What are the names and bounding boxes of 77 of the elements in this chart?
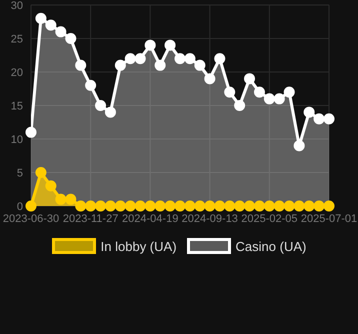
point [26, 200, 36, 212]
legend-label: In lobby (UA) [100, 238, 177, 254]
point [144, 40, 156, 51]
point [174, 53, 186, 64]
point [214, 53, 226, 64]
point [75, 200, 86, 212]
point [174, 200, 186, 212]
y-tick-label: 25 [10, 33, 23, 46]
point [194, 200, 206, 212]
point [254, 86, 265, 98]
point [304, 106, 315, 118]
point [264, 93, 275, 104]
point [184, 53, 196, 64]
point [114, 60, 126, 71]
point [314, 113, 325, 124]
point [204, 200, 216, 212]
point [104, 200, 116, 212]
point [304, 200, 315, 212]
point [134, 200, 146, 212]
x-tick-label: 2025-07-01 [300, 212, 358, 225]
point [194, 60, 206, 71]
point [184, 200, 196, 212]
point [65, 33, 76, 44]
point [214, 200, 226, 212]
point [65, 194, 76, 205]
point [134, 53, 146, 64]
point [274, 200, 285, 212]
point [26, 126, 36, 138]
point [55, 26, 66, 38]
x-tick-label: 2025-02-05 [241, 212, 298, 225]
point [144, 200, 156, 212]
point [164, 200, 176, 212]
y-tick-label: 5 [16, 167, 23, 180]
point [224, 86, 236, 98]
point [324, 200, 334, 212]
point [85, 80, 96, 91]
point [254, 200, 265, 212]
point [114, 200, 126, 212]
y-tick-label: 0 [16, 200, 23, 213]
point [35, 167, 46, 178]
point [124, 200, 136, 212]
point [284, 86, 295, 98]
point [164, 40, 176, 51]
point [45, 20, 56, 31]
point [244, 200, 256, 212]
point [95, 100, 106, 111]
point [294, 140, 305, 152]
y-tick-label: 20 [10, 66, 23, 79]
point [274, 93, 285, 104]
point [314, 200, 325, 212]
point [234, 100, 246, 111]
point [45, 180, 56, 192]
point [224, 200, 236, 212]
x-tick-label: 2024-04-19 [122, 212, 178, 225]
point [154, 60, 166, 71]
point [55, 194, 66, 205]
point [75, 60, 86, 71]
x-tick-label: 2023-06-30 [2, 212, 60, 225]
x-tick-label: 2024-09-13 [182, 212, 238, 225]
point [154, 200, 166, 212]
y-tick-label: 10 [10, 134, 23, 146]
point [85, 200, 96, 212]
point [324, 113, 334, 124]
point [284, 200, 295, 212]
point [244, 73, 256, 84]
point [95, 200, 106, 212]
point [124, 53, 136, 64]
x-tick-label: 2023-11-27 [62, 212, 118, 225]
point [104, 106, 116, 118]
point [35, 12, 46, 24]
point [264, 200, 275, 212]
point [204, 73, 216, 84]
point [294, 200, 305, 212]
point [234, 200, 246, 212]
legend-label: Casino (UA) [236, 238, 306, 254]
y-tick-label: 30 [10, 0, 23, 12]
y-tick-label: 15 [10, 100, 23, 112]
